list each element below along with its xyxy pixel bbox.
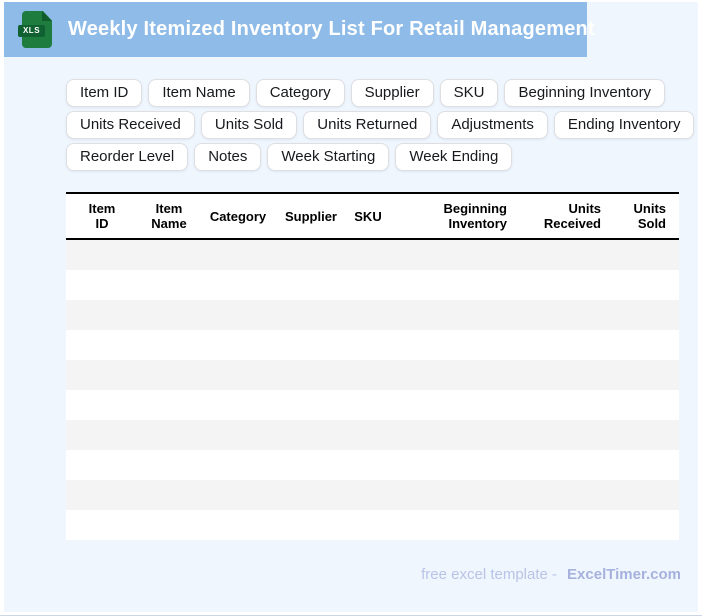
field-chip-notes[interactable]: Notes bbox=[194, 143, 262, 171]
table-header-row: Item ID Item Name Category Supplier SKU Begin… bbox=[66, 192, 679, 240]
column-header-item-name: Item Name bbox=[151, 201, 187, 231]
column-header-units-sold: Units Sold bbox=[633, 201, 667, 231]
field-chip-units-returned[interactable]: Units Returned bbox=[303, 111, 432, 139]
column-header-units-received: Units Received bbox=[543, 201, 601, 231]
table-row-empty bbox=[66, 480, 679, 510]
footer-credit: free excel template - ExcelTimer.com bbox=[421, 566, 681, 583]
field-chip-category[interactable]: Category bbox=[255, 79, 345, 107]
table-body bbox=[66, 240, 679, 540]
field-chip-week-ending[interactable]: Week Ending bbox=[395, 143, 513, 171]
xls-file-icon-fold bbox=[42, 11, 52, 21]
column-header-beginning-inventory: Beginning Inventory bbox=[443, 201, 507, 231]
column-header-category: Category bbox=[209, 208, 267, 224]
field-chip-reorder-level[interactable]: Reorder Level bbox=[66, 143, 189, 171]
column-header-supplier: Supplier bbox=[284, 208, 337, 224]
xls-file-icon: XLS bbox=[18, 11, 52, 48]
footer-brand-link[interactable]: ExcelTimer.com bbox=[567, 566, 681, 583]
table-row-empty bbox=[66, 240, 679, 270]
table-row-empty bbox=[66, 300, 679, 330]
table-row-empty bbox=[66, 420, 679, 450]
field-chip-units-sold[interactable]: Units Sold bbox=[200, 111, 298, 139]
table-row-empty bbox=[66, 390, 679, 420]
field-chip-item-id[interactable]: Item ID bbox=[66, 79, 143, 107]
xls-file-icon-badge: XLS bbox=[18, 25, 45, 37]
field-chip-ending-inventory[interactable]: Ending Inventory bbox=[553, 111, 695, 139]
column-header-sku: SKU bbox=[354, 208, 382, 224]
table-row-empty bbox=[66, 330, 679, 360]
field-chip-week-starting[interactable]: Week Starting bbox=[267, 143, 390, 171]
table-row-empty bbox=[66, 510, 679, 540]
field-chip-units-received[interactable]: Units Received bbox=[66, 111, 195, 139]
field-chip-adjustments[interactable]: Adjustments bbox=[437, 111, 548, 139]
chip-row-3: Reorder Level Notes Week Starting Week Endi… bbox=[66, 143, 666, 171]
chip-row-2: Units Received Units Sold Units Returned Ad… bbox=[66, 111, 695, 139]
field-chip-supplier[interactable]: Supplier bbox=[350, 79, 434, 107]
page-title: Weekly Itemized Inventory List For Retai… bbox=[68, 18, 595, 40]
table-row-empty bbox=[66, 270, 679, 300]
field-chip-beginning-inventory[interactable]: Beginning Inventory bbox=[504, 79, 666, 107]
field-chip-sku[interactable]: SKU bbox=[439, 79, 499, 107]
table-row-empty bbox=[66, 360, 679, 390]
footer-text: free excel template - bbox=[421, 566, 558, 583]
field-chip-item-name[interactable]: Item Name bbox=[148, 79, 250, 107]
inventory-table: Item ID Item Name Category Supplier SKU Begin… bbox=[66, 192, 679, 540]
field-chip-list: Item ID Item Name Category Supplier SKU Begin… bbox=[66, 79, 695, 171]
title-bar: XLS Weekly Itemized Inventory List For R… bbox=[4, 2, 595, 57]
table-row-empty bbox=[66, 450, 679, 480]
column-header-item-id: Item ID bbox=[88, 201, 116, 231]
chip-row-1: Item ID Item Name Category Supplier SKU Begin… bbox=[66, 79, 666, 107]
